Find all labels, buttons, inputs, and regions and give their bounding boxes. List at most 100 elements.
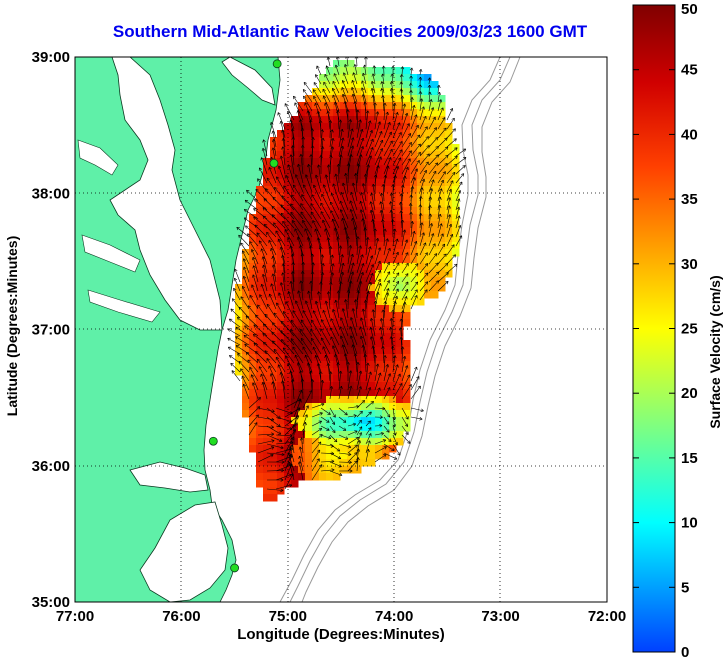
heatmap-cell [438,102,446,110]
map-layers [75,57,521,602]
heatmap-cell [431,270,439,278]
heatmap-cell [410,123,418,131]
velocity-vector [383,280,390,292]
velocity-vector-head [356,163,359,167]
heatmap-cell [326,158,334,166]
velocity-vector-head [419,416,423,420]
heatmap-cell [319,424,327,432]
velocity-vector-head [428,91,431,95]
velocity-vector [356,370,362,391]
velocity-vector [275,464,292,472]
velocity-vector [446,263,458,274]
heatmap-cell [389,284,397,292]
heatmap-cell [291,382,299,390]
velocity-vector [353,72,358,85]
heatmap-cell [326,354,334,362]
heatmap-cell [305,312,313,320]
heatmap-cell [319,417,327,425]
heatmap-cell [431,109,439,117]
velocity-vector-head [382,95,385,98]
velocity-vector-head [420,213,423,217]
velocity-vector [316,65,322,76]
velocity-vector-head [367,420,371,423]
velocity-vector [383,425,390,433]
velocity-vector-head [421,178,425,182]
velocity-vector-head [290,473,294,476]
velocity-vector [372,95,376,112]
heatmap-cell [403,347,411,355]
heatmap-cell [438,200,446,208]
velocity-vector-head [388,165,390,169]
velocity-vector-head [280,155,284,159]
heatmap-cell [291,396,299,404]
velocity-vector-head [395,175,397,179]
velocity-vector-head [408,82,411,86]
heatmap-cell [410,95,418,103]
velocity-vector-head [289,419,293,423]
velocity-vector [266,452,285,456]
velocity-vector [259,167,268,184]
velocity-vector-head [435,146,439,148]
heatmap-cell [277,284,285,292]
heatmap-cell [270,368,278,376]
heatmap-cell [361,179,369,187]
velocity-vector-head [405,281,409,284]
velocity-vector [362,73,367,85]
velocity-vector-head [320,380,323,383]
velocity-vector [263,139,268,157]
velocity-vector-head [340,154,343,158]
velocity-vector-head [440,196,442,200]
heatmap-cell [270,431,278,439]
heatmap-cell [347,186,355,194]
heatmap-cell [340,438,348,446]
heatmap-cell [368,221,376,229]
velocity-vector-head [331,422,335,425]
velocity-vector-head [320,202,324,205]
velocity-vector-head [389,336,392,340]
heatmap-cell [298,172,306,180]
heatmap-cell [291,480,299,488]
velocity-vector-head [352,344,355,348]
velocity-vector [365,433,372,445]
velocity-vector-head [364,227,368,231]
velocity-vector-head [362,72,366,76]
velocity-vector-head [322,219,326,222]
velocity-vector-head [346,361,349,365]
velocity-vector [380,318,385,337]
heatmap-cell [333,256,341,264]
velocity-vector [305,300,313,319]
velocity-vector [356,386,362,400]
velocity-vector [437,205,441,220]
heatmap-cell [305,410,313,418]
velocity-vector-head [390,219,393,223]
heatmap-cell [277,186,285,194]
velocity-vector-head [361,87,365,90]
heatmap-cell [361,256,369,264]
heatmap-cell [396,424,404,432]
velocity-vector-head [275,230,279,233]
heatmap-cell [333,431,341,439]
velocity-vector-head [327,427,330,431]
heatmap-cell [361,109,369,117]
heatmap-cell [340,298,348,306]
heatmap-cell [263,235,271,243]
heatmap-cell [340,151,348,159]
velocity-vector [310,245,313,265]
velocity-vector-head [293,184,297,187]
heatmap-cell [389,186,397,194]
velocity-vector-head [260,248,262,252]
velocity-vector-head [396,296,398,300]
heatmap-cell [347,102,355,110]
heatmap-cell [347,109,355,117]
velocity-vector-head [405,289,408,292]
velocity-vector-head [367,110,370,114]
velocity-vector-head [392,355,396,358]
heatmap-cell [410,291,418,299]
velocity-vector-head [372,273,374,277]
heatmap-cell [291,291,299,299]
velocity-vector-head [342,72,344,76]
velocity-vector-head [445,280,449,283]
velocity-vector [245,352,259,364]
heatmap-cell [242,361,250,369]
velocity-vector-head [290,145,293,149]
